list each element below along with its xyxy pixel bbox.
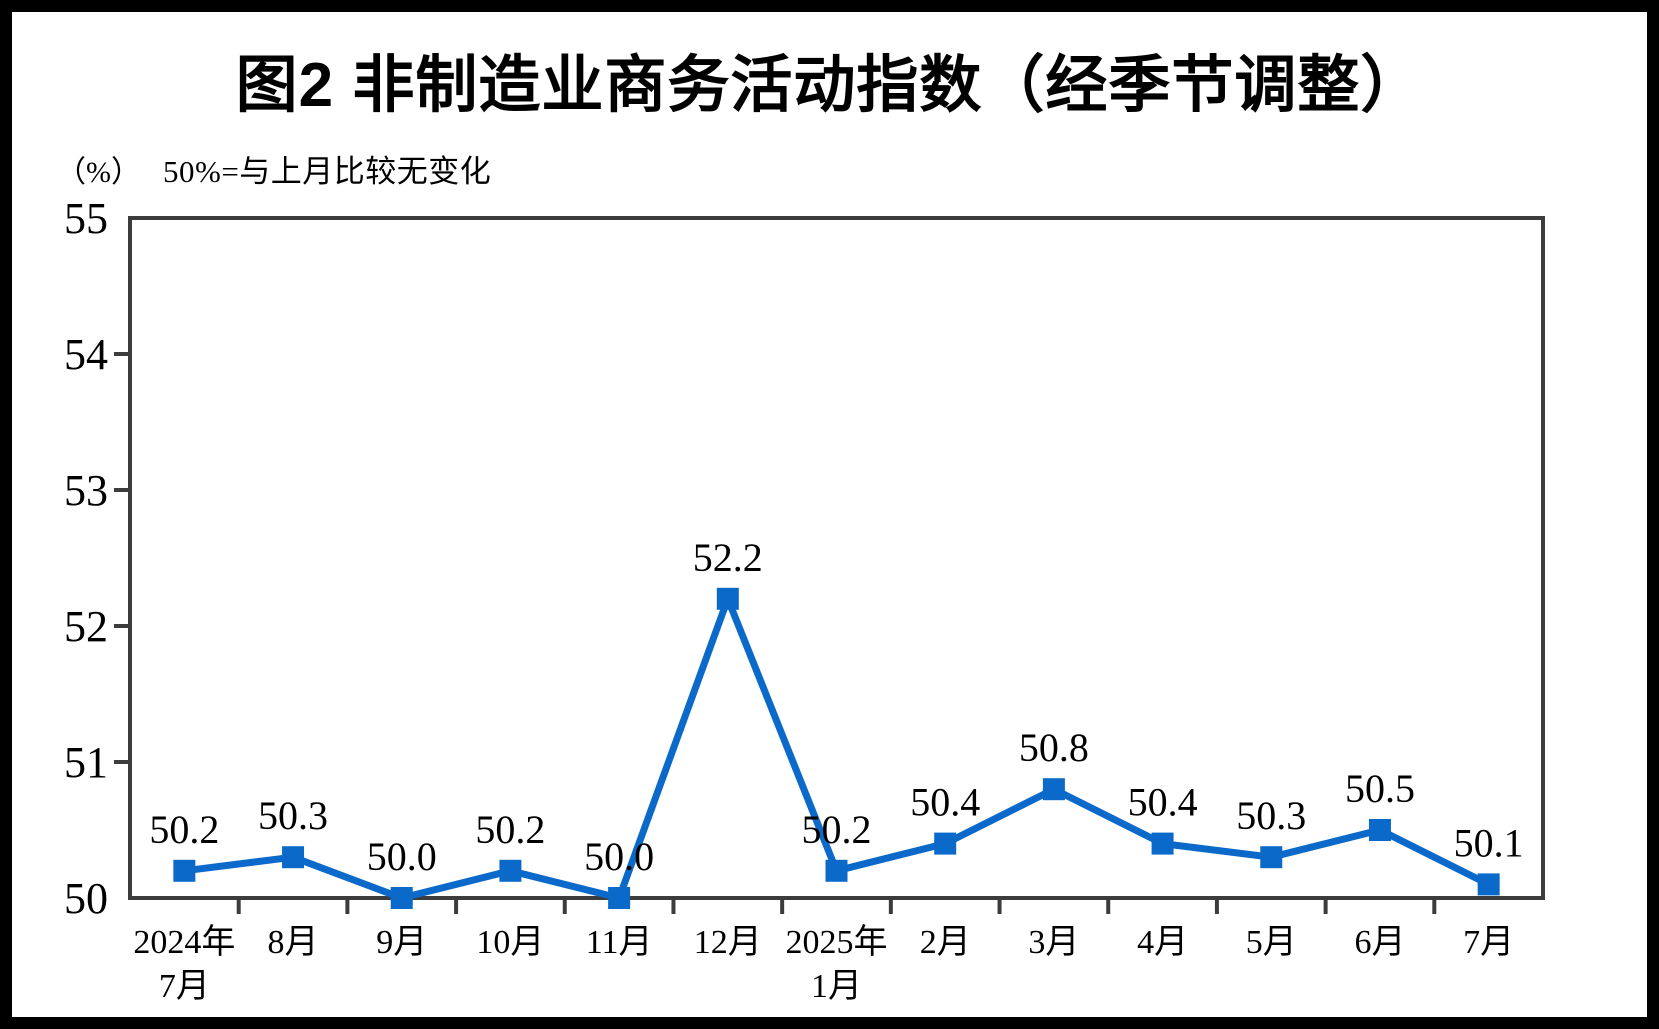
x-axis-label: 12月: [694, 924, 762, 961]
data-point-label: 50.4: [910, 780, 980, 825]
y-axis-label: 51: [64, 738, 108, 787]
data-point-marker: [716, 587, 739, 610]
x-axis-label: 7月: [1463, 924, 1514, 961]
data-point-marker: [1151, 832, 1174, 855]
data-point-label: 50.4: [1128, 780, 1198, 825]
data-point-label: 52.2: [693, 535, 763, 580]
data-point-label: 50.5: [1345, 766, 1415, 811]
x-axis-label: 9月: [376, 924, 427, 961]
data-point-label: 50.0: [367, 834, 437, 879]
y-axis-label: 55: [64, 194, 108, 243]
y-axis-label: 50: [64, 874, 108, 923]
data-point-label: 50.0: [584, 834, 654, 879]
data-point-marker: [1477, 873, 1500, 896]
data-point-label: 50.8: [1019, 725, 1089, 770]
data-point-marker: [1042, 778, 1065, 801]
x-axis-label: 4月: [1137, 924, 1188, 961]
data-point-marker: [1260, 846, 1283, 869]
x-axis-label: 3月: [1028, 924, 1079, 961]
chart-subtitle-row: （%） 50%=与上月比较无变化: [56, 146, 491, 191]
y-axis-label: 53: [64, 466, 108, 515]
x-axis-label: 2024年: [133, 923, 235, 961]
x-axis-label: 5月: [1246, 924, 1297, 961]
data-point-marker: [608, 887, 631, 909]
data-point-label: 50.2: [149, 807, 219, 852]
data-point-label: 50.3: [1236, 793, 1306, 838]
line-chart: 55 54 53 52 51 50 2024年 7月 8月 9月 10月 11月 12月 2025年 1月 2…: [64, 194, 1545, 1005]
x-axis-label: 6月: [1354, 924, 1405, 961]
x-axis-label: 11月: [586, 924, 653, 961]
data-point-marker: [825, 859, 848, 882]
chart-title: 图2 非制造业商务活动指数（经季节调整）: [235, 51, 1424, 120]
data-point-label: 50.2: [802, 807, 872, 852]
y-axis-label: 52: [64, 602, 108, 651]
data-point-marker: [173, 859, 196, 882]
data-point-marker: [934, 832, 957, 855]
data-point-label: 50.1: [1454, 820, 1524, 865]
y-axis-unit-label: （%）: [56, 156, 141, 189]
x-axis-label: 10月: [476, 924, 544, 961]
baseline-note: 50%=与上月比较无变化: [163, 154, 492, 189]
x-axis-label: 1月: [811, 968, 862, 1005]
plot-border: [128, 216, 1545, 900]
data-point-label: 50.2: [475, 807, 545, 852]
data-point-marker: [390, 887, 413, 909]
x-axis-label: 2月: [920, 924, 971, 961]
data-point-label: 50.3: [258, 793, 328, 838]
x-axis-label: 7月: [159, 968, 210, 1005]
data-point-marker: [282, 846, 305, 869]
x-axis-label: 8月: [268, 924, 319, 961]
data-point-marker: [1368, 819, 1391, 841]
x-axis-label: 2025年: [786, 923, 888, 961]
data-point-marker: [499, 859, 522, 882]
y-axis-label: 54: [64, 330, 108, 379]
